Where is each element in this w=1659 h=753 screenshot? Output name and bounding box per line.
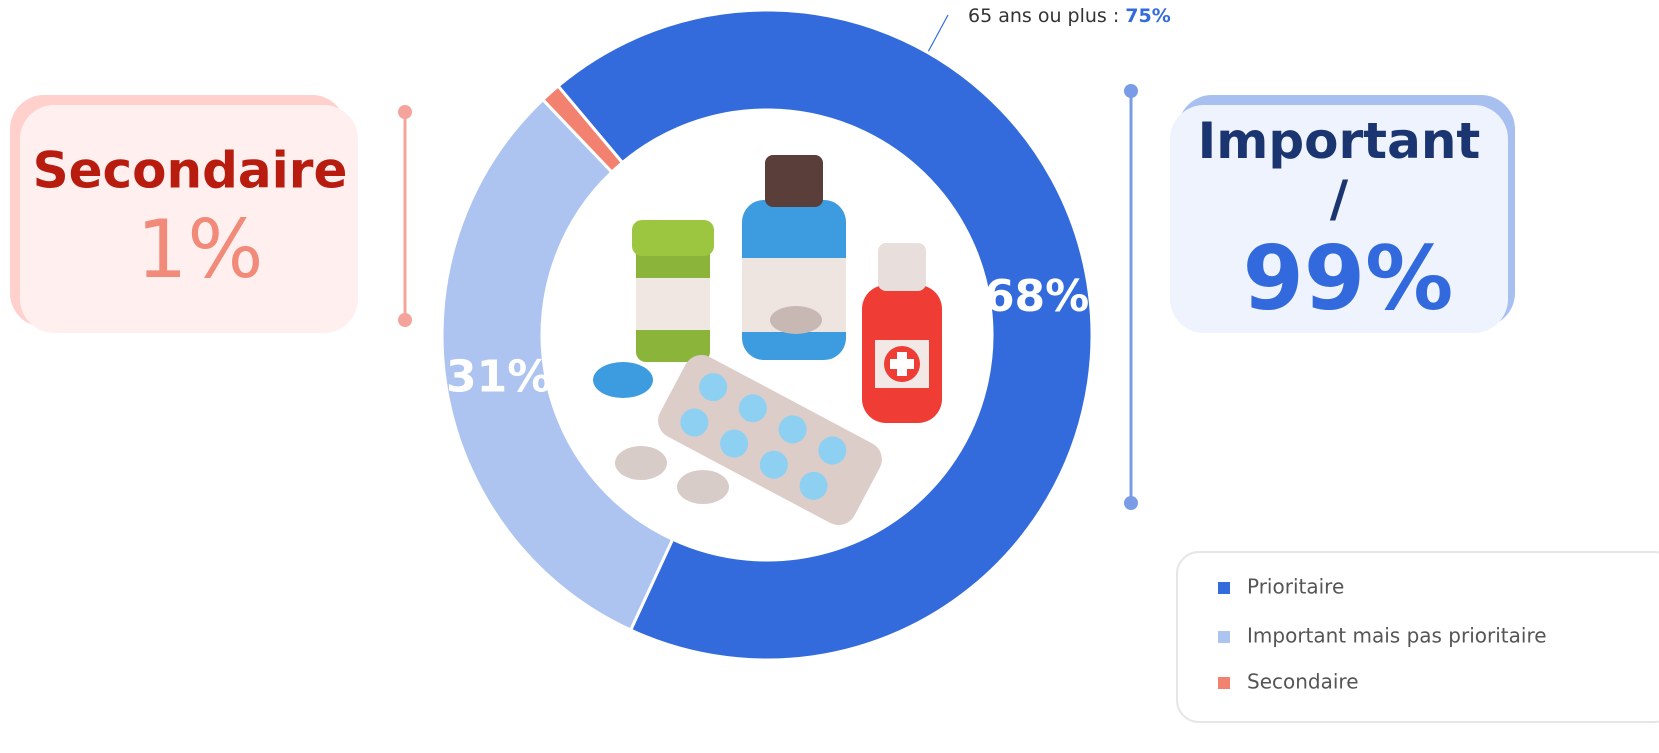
legend-label: Important mais pas prioritaire: [1247, 624, 1547, 648]
illustration: [593, 155, 942, 526]
legend-swatch: [1218, 582, 1230, 594]
legend-label: Prioritaire: [1247, 575, 1344, 599]
summary-box: [1170, 105, 1508, 333]
summary-title-wrap: Important / prioritaire: [1195, 112, 1482, 232]
donut-segment: [555, 8, 1094, 662]
summary-value: 99%: [1243, 227, 1454, 330]
bracket-dot: [398, 313, 412, 327]
legend-swatch: [1218, 677, 1230, 689]
data-label: 68%: [984, 271, 1089, 322]
summary-title: Secondaire: [33, 142, 348, 200]
bracket-dot: [1124, 496, 1138, 510]
summary-title: Important / prioritaire: [1195, 112, 1482, 232]
donut-segment: [440, 97, 675, 633]
legend-box: [1176, 551, 1659, 723]
bracket-dot: [1124, 84, 1138, 98]
legend-label: Secondaire: [1247, 670, 1359, 694]
legend-swatch: [1218, 631, 1230, 643]
donut-segment: [540, 83, 625, 175]
annotation-value: 75%: [1125, 5, 1170, 27]
leader-line: [927, 14, 949, 53]
bracket-dot: [398, 105, 412, 119]
summary-box: [20, 105, 358, 333]
annotation-text: 65 ans ou plus :: [968, 5, 1119, 27]
annotation: 65 ans ou plus : 75%: [968, 5, 1171, 27]
data-label: 31%: [446, 351, 551, 402]
summary-value: 1%: [137, 203, 264, 296]
